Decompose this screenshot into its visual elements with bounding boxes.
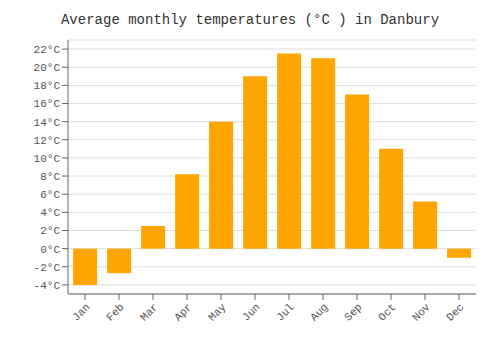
svg-text:Jun: Jun	[240, 301, 262, 323]
svg-text:6°C: 6°C	[40, 189, 60, 201]
svg-text:-2°C: -2°C	[34, 262, 61, 274]
svg-text:20°C: 20°C	[34, 62, 61, 74]
svg-text:Oct: Oct	[376, 301, 398, 323]
svg-text:Dec: Dec	[444, 301, 466, 323]
svg-text:2°C: 2°C	[40, 225, 60, 237]
svg-text:May: May	[206, 301, 229, 324]
svg-text:8°C: 8°C	[40, 171, 60, 183]
svg-text:12°C: 12°C	[34, 135, 61, 147]
svg-text:Nov: Nov	[410, 301, 433, 324]
svg-text:Apr: Apr	[172, 301, 194, 323]
svg-text:Mar: Mar	[138, 301, 160, 323]
svg-text:16°C: 16°C	[34, 98, 61, 110]
svg-text:4°C: 4°C	[40, 207, 60, 219]
svg-text:0°C: 0°C	[40, 244, 60, 256]
svg-text:Jan: Jan	[70, 301, 92, 323]
svg-text:Feb: Feb	[104, 301, 126, 323]
html-text:Average monthly temperatures (: Average monthly temperatures (°C ) in Da…	[61, 12, 439, 28]
svg-text:22°C: 22°C	[34, 44, 61, 56]
svg-text:10°C: 10°C	[34, 153, 61, 165]
svg-text:-4°C: -4°C	[34, 280, 61, 292]
svg-text:Aug: Aug	[308, 301, 330, 323]
svg-text:14°C: 14°C	[34, 117, 61, 129]
svg-text:Jul: Jul	[274, 301, 296, 323]
svg-text:Sep: Sep	[342, 301, 364, 323]
svg-text:18°C: 18°C	[34, 80, 61, 92]
